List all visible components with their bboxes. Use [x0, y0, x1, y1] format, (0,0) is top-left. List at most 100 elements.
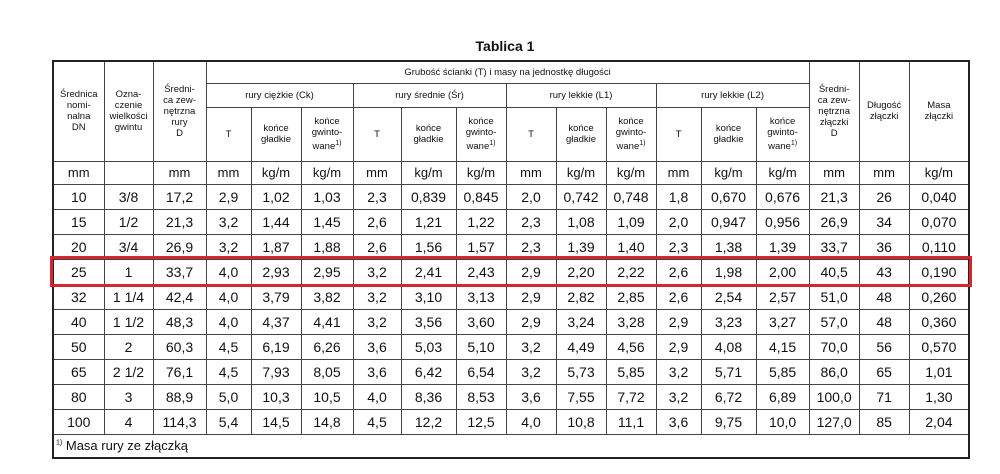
- data-cell: 0,110: [908, 233, 970, 260]
- data-cell: 6,72: [700, 383, 757, 410]
- pipe-group-header: rury lekkie (L2): [655, 82, 810, 108]
- data-cell: 0,676: [755, 183, 810, 210]
- data-cell: 6,42: [400, 358, 457, 385]
- footnote-ref: 1): [489, 139, 496, 147]
- data-cell: 2,20: [555, 258, 607, 285]
- sub-header: T: [505, 106, 557, 162]
- sub-header-text: końce gładkie: [713, 123, 744, 145]
- data-cell: 2 1/2: [103, 358, 154, 385]
- unit-cell: kg/m: [455, 160, 507, 185]
- data-cell: 2,95: [300, 258, 354, 285]
- footnote-text: Masa rury ze złączką: [65, 438, 188, 453]
- data-cell: 4,5: [205, 358, 252, 385]
- data-cell: 0,190: [908, 258, 970, 285]
- column-header: Długość złączki: [858, 60, 910, 162]
- data-cell: 1,44: [250, 208, 302, 235]
- sub-header: końce gwinto- wane1): [455, 106, 507, 162]
- sub-header-text: końce gładkie: [565, 123, 597, 145]
- data-cell: 2,04: [908, 408, 970, 435]
- data-cell: 4,08: [700, 333, 757, 360]
- data-cell: 1,8: [655, 183, 702, 210]
- table-row: 65 2 1/2 76,1 4,5 7,93 8,05 3,6 6,42 6,54 3,2 5,73…: [52, 358, 970, 385]
- data-cell: 70,0: [808, 333, 860, 360]
- group-header: Grubość ścianki (T) i masy na jednostkę …: [205, 60, 810, 84]
- data-cell: 2,3: [505, 208, 557, 235]
- data-cell: 2,41: [400, 258, 457, 285]
- data-cell: 43: [858, 258, 910, 285]
- sub-header-text: końce gwinto- wane: [311, 115, 343, 153]
- data-cell: 1 1/2: [103, 308, 154, 335]
- data-cell: 5,85: [755, 358, 810, 385]
- data-cell: 1,45: [300, 208, 354, 235]
- data-cell: 65: [858, 358, 910, 385]
- footnote-ref: 1): [335, 139, 342, 147]
- data-cell: 3,56: [400, 308, 457, 335]
- data-cell: 0,360: [908, 308, 970, 335]
- data-cell: 2,9: [655, 308, 702, 335]
- data-cell: 3,28: [605, 308, 657, 335]
- data-cell: 4,56: [605, 333, 657, 360]
- data-cell: 1,30: [908, 383, 970, 410]
- data-cell: 4,5: [352, 408, 402, 435]
- table-row: rury ciężkie (Ck) rury średnie (Śr) rury l…: [53, 82, 969, 108]
- data-cell: 7,55: [555, 383, 607, 410]
- data-cell: 2,3: [352, 183, 402, 210]
- data-cell: 3,60: [455, 308, 507, 335]
- data-cell: 2,6: [655, 258, 702, 285]
- data-cell: 0,839: [400, 183, 457, 210]
- data-cell: 10,0: [755, 408, 810, 435]
- data-cell: 34: [858, 208, 910, 235]
- data-cell: 3,2: [505, 358, 557, 385]
- data-cell: 3,2: [505, 333, 557, 360]
- data-cell: 1,57: [455, 233, 507, 260]
- data-cell: 4,0: [205, 283, 252, 310]
- sub-header-text: T: [528, 128, 534, 140]
- data-cell: 3,6: [655, 408, 702, 435]
- data-cell: 3,6: [352, 333, 402, 360]
- data-cell: 25: [52, 258, 105, 285]
- data-cell: 0,070: [908, 208, 970, 235]
- unit-cell: mm: [655, 160, 702, 185]
- table-row: 10 3/8 17,2 2,9 1,02 1,03 2,3 0,839 0,845 2,0 0,74…: [52, 183, 970, 210]
- data-cell: 1,38: [700, 233, 757, 260]
- data-cell: 1/2: [103, 208, 154, 235]
- data-cell: 0,742: [555, 183, 607, 210]
- data-cell: 56: [858, 333, 910, 360]
- data-cell: 2,93: [250, 258, 302, 285]
- sub-header-text: końce gwinto- wane: [465, 115, 497, 153]
- data-cell: 114,3: [152, 408, 207, 435]
- data-cell: 3,6: [505, 383, 557, 410]
- table-row: mm mm mm kg/m kg/m mm kg/m kg/m mm kg/m kg/m mm kg/m…: [52, 160, 970, 185]
- data-cell: 4,15: [755, 333, 810, 360]
- unit-cell: mm: [52, 160, 105, 185]
- data-cell: 0,845: [455, 183, 507, 210]
- data-cell: 42,4: [152, 283, 207, 310]
- unit-cell: mm: [505, 160, 557, 185]
- data-cell: 1,88: [300, 233, 354, 260]
- column-header: Średni- ca zew- nętrzna rury D: [152, 60, 207, 162]
- unit-cell: kg/m: [908, 160, 970, 185]
- unit-cell: kg/m: [605, 160, 657, 185]
- unit-cell: [103, 160, 154, 185]
- sub-header: końce gładkie: [555, 106, 607, 162]
- data-cell: 2,9: [505, 258, 557, 285]
- sub-header-text: T: [225, 128, 232, 140]
- data-cell: 9,75: [700, 408, 757, 435]
- data-cell: 88,9: [152, 383, 207, 410]
- data-cell: 7,93: [250, 358, 302, 385]
- footnote: 1) Masa rury ze złączką: [52, 433, 970, 458]
- data-cell: 2,0: [655, 208, 702, 235]
- table-row: 50 2 60,3 4,5 6,19 6,26 3,6 5,03 5,10 3,2 4,49 4,56…: [52, 333, 970, 360]
- data-cell: 7,72: [605, 383, 657, 410]
- data-cell: 33,7: [808, 233, 860, 260]
- data-cell: 48,3: [152, 308, 207, 335]
- unit-cell: kg/m: [555, 160, 607, 185]
- sub-header: T: [655, 106, 702, 162]
- data-cell: 51,0: [808, 283, 860, 310]
- data-cell: 1,87: [250, 233, 302, 260]
- footnote-ref: 1): [639, 139, 646, 147]
- data-cell: 36: [858, 233, 910, 260]
- data-cell: 1,01: [908, 358, 970, 385]
- unit-cell: mm: [808, 160, 860, 185]
